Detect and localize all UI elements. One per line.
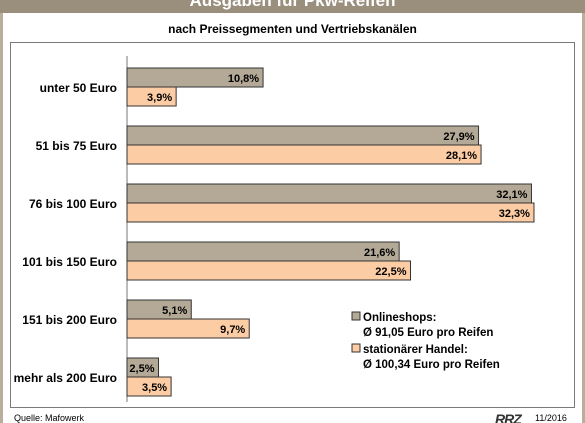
data-label: 27,9% bbox=[443, 131, 474, 143]
bar-online bbox=[126, 125, 480, 146]
data-label: 21,6% bbox=[364, 247, 395, 259]
legend-swatch bbox=[351, 343, 361, 353]
chart-title: Ausgaben für Pkw-Reifen bbox=[189, 0, 396, 10]
data-label: 3,5% bbox=[142, 382, 167, 394]
data-label: 28,1% bbox=[446, 150, 477, 162]
bar-online bbox=[126, 183, 532, 204]
data-label: 32,1% bbox=[496, 189, 527, 201]
bar-online bbox=[126, 67, 264, 88]
chart-subtitle: nach Preissegmenten und Vertriebskanälen bbox=[168, 22, 417, 36]
brand-logo: RRZ bbox=[495, 411, 522, 423]
category-label: mehr als 200 Euro bbox=[14, 371, 117, 385]
legend-sublabel: Ø 91,05 Euro pro Reifen bbox=[363, 327, 493, 339]
data-label: 9,7% bbox=[220, 324, 245, 336]
title-band: Ausgaben für Pkw-Reifen bbox=[0, 0, 585, 13]
plot-area bbox=[10, 42, 575, 408]
bar-stationaer bbox=[126, 376, 172, 397]
legend-swatch bbox=[351, 311, 361, 321]
category-label: 151 bis 200 Euro bbox=[22, 313, 117, 327]
bar-online bbox=[126, 241, 400, 262]
category-label: 101 bis 150 Euro bbox=[22, 255, 117, 269]
bar-stationaer bbox=[126, 86, 177, 107]
bar-stationaer bbox=[126, 260, 411, 281]
data-label: 2,5% bbox=[129, 363, 154, 375]
data-label: 10,8% bbox=[228, 73, 259, 85]
issue-date: 11/2016 bbox=[535, 413, 567, 423]
legend-sublabel: Ø 100,34 Euro pro Reifen bbox=[363, 359, 500, 371]
data-label: 32,3% bbox=[499, 208, 530, 220]
category-label: 76 bis 100 Euro bbox=[29, 197, 117, 211]
data-label: 22,5% bbox=[375, 266, 406, 278]
bar-stationaer bbox=[126, 202, 535, 223]
data-label: 3,9% bbox=[147, 92, 172, 104]
category-label: unter 50 Euro bbox=[40, 81, 117, 95]
bar-stationaer bbox=[126, 144, 482, 165]
bar-stationaer bbox=[126, 318, 250, 339]
source-note: Quelle: Mafowerk bbox=[14, 413, 85, 423]
legend-label: stationärer Handel: bbox=[363, 344, 468, 356]
legend-label: Onlineshops: bbox=[363, 312, 436, 324]
category-label: 51 bis 75 Euro bbox=[36, 139, 117, 153]
data-label: 5,1% bbox=[162, 305, 187, 317]
